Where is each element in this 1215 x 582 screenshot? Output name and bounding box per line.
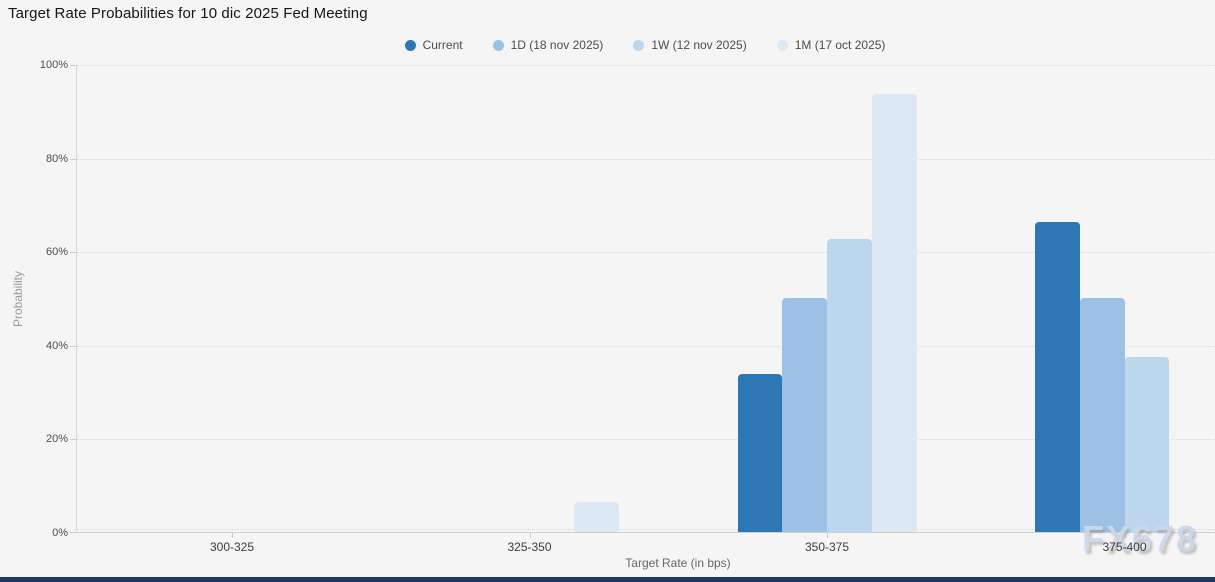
gridline-20 <box>77 439 1215 441</box>
x-axis-label-350-375: 350-375 <box>804 540 850 554</box>
bar-group-350-375 <box>737 65 917 532</box>
legend: Current 1D (18 nov 2025) 1W (12 nov 2025) 1… <box>75 36 1215 54</box>
legend-item-1w-12-nov-2025[interactable]: 1W (12 nov 2025) <box>633 38 747 52</box>
x-axis-title: Target Rate (in bps) <box>625 556 731 570</box>
legend-label: 1M (17 oct 2025) <box>794 38 886 52</box>
x-tick-mark <box>1124 533 1126 538</box>
x-axis-label-300-325: 300-325 <box>209 540 255 554</box>
y-tick-mark <box>70 252 76 254</box>
gridline-baseline-dotted <box>77 529 1215 530</box>
legend-marker-icon <box>633 39 645 51</box>
y-tick-mark <box>70 439 76 441</box>
x-axis-line <box>76 532 1215 533</box>
y-tick-mark <box>70 345 76 347</box>
y-tick-label: 100% <box>39 59 68 71</box>
legend-marker-icon <box>404 39 416 51</box>
y-tick-mark <box>70 532 76 533</box>
y-axis-title: Probability <box>11 270 25 328</box>
bar-1w-12-nov-2025-350-375[interactable] <box>827 238 872 532</box>
bar-current-375-400[interactable] <box>1035 221 1080 532</box>
x-tick-mark <box>232 533 233 538</box>
y-tick-label: 80% <box>45 152 68 165</box>
y-tick-mark <box>70 65 76 66</box>
bar-1d-18-nov-2025-350-375[interactable] <box>782 297 827 532</box>
legend-label: 1D (18 nov 2025) <box>510 38 604 52</box>
y-tick-label: 0% <box>52 527 68 539</box>
bar-1d-18-nov-2025-375-400[interactable] <box>1079 298 1125 532</box>
bar-group-300-325 <box>143 65 322 532</box>
bar-1m-17-oct-2025-350-375[interactable] <box>871 93 917 532</box>
x-tick-mark <box>529 533 531 538</box>
legend-label: Current <box>422 38 463 52</box>
chart-title: Target Rate Probabilities for 10 dic 202… <box>8 5 368 22</box>
gridline-40 <box>77 345 1215 347</box>
x-tick-mark <box>827 533 828 538</box>
bar-1m-17-oct-2025-325-350[interactable] <box>574 502 619 532</box>
legend-label: 1W (12 nov 2025) <box>651 38 747 52</box>
gridline-80 <box>77 158 1215 160</box>
bar-current-350-375[interactable] <box>737 374 783 532</box>
bar-group-325-350 <box>440 65 619 532</box>
bar-group-375-400 <box>1035 65 1214 532</box>
legend-marker-icon <box>492 39 504 51</box>
y-tick-label: 20% <box>45 433 68 446</box>
plot-area: Probability 0% 20% 40% 60% 80% 100% 300-325 325… <box>0 59 1215 554</box>
legend-item-1m-17-oct-2025[interactable]: 1M (17 oct 2025) <box>776 38 886 52</box>
y-tick-label: 60% <box>45 246 68 259</box>
y-tick-mark <box>70 158 76 160</box>
bar-1w-12-nov-2025-375-400[interactable] <box>1124 357 1170 532</box>
y-tick-label: 40% <box>45 339 68 352</box>
legend-marker-icon <box>776 39 788 51</box>
legend-item-1d-18-nov-2025[interactable]: 1D (18 nov 2025) <box>492 38 604 52</box>
legend-item-current[interactable]: Current <box>404 38 463 52</box>
bottom-bar <box>0 577 1215 582</box>
x-axis-label-375-400: 375-400 <box>1102 540 1147 554</box>
x-axis-label-325-350: 325-350 <box>507 540 552 554</box>
y-axis-line <box>76 65 77 533</box>
gridline-60 <box>77 252 1215 254</box>
watermark: FX678 <box>1082 518 1199 559</box>
gridline-100 <box>77 65 1215 66</box>
